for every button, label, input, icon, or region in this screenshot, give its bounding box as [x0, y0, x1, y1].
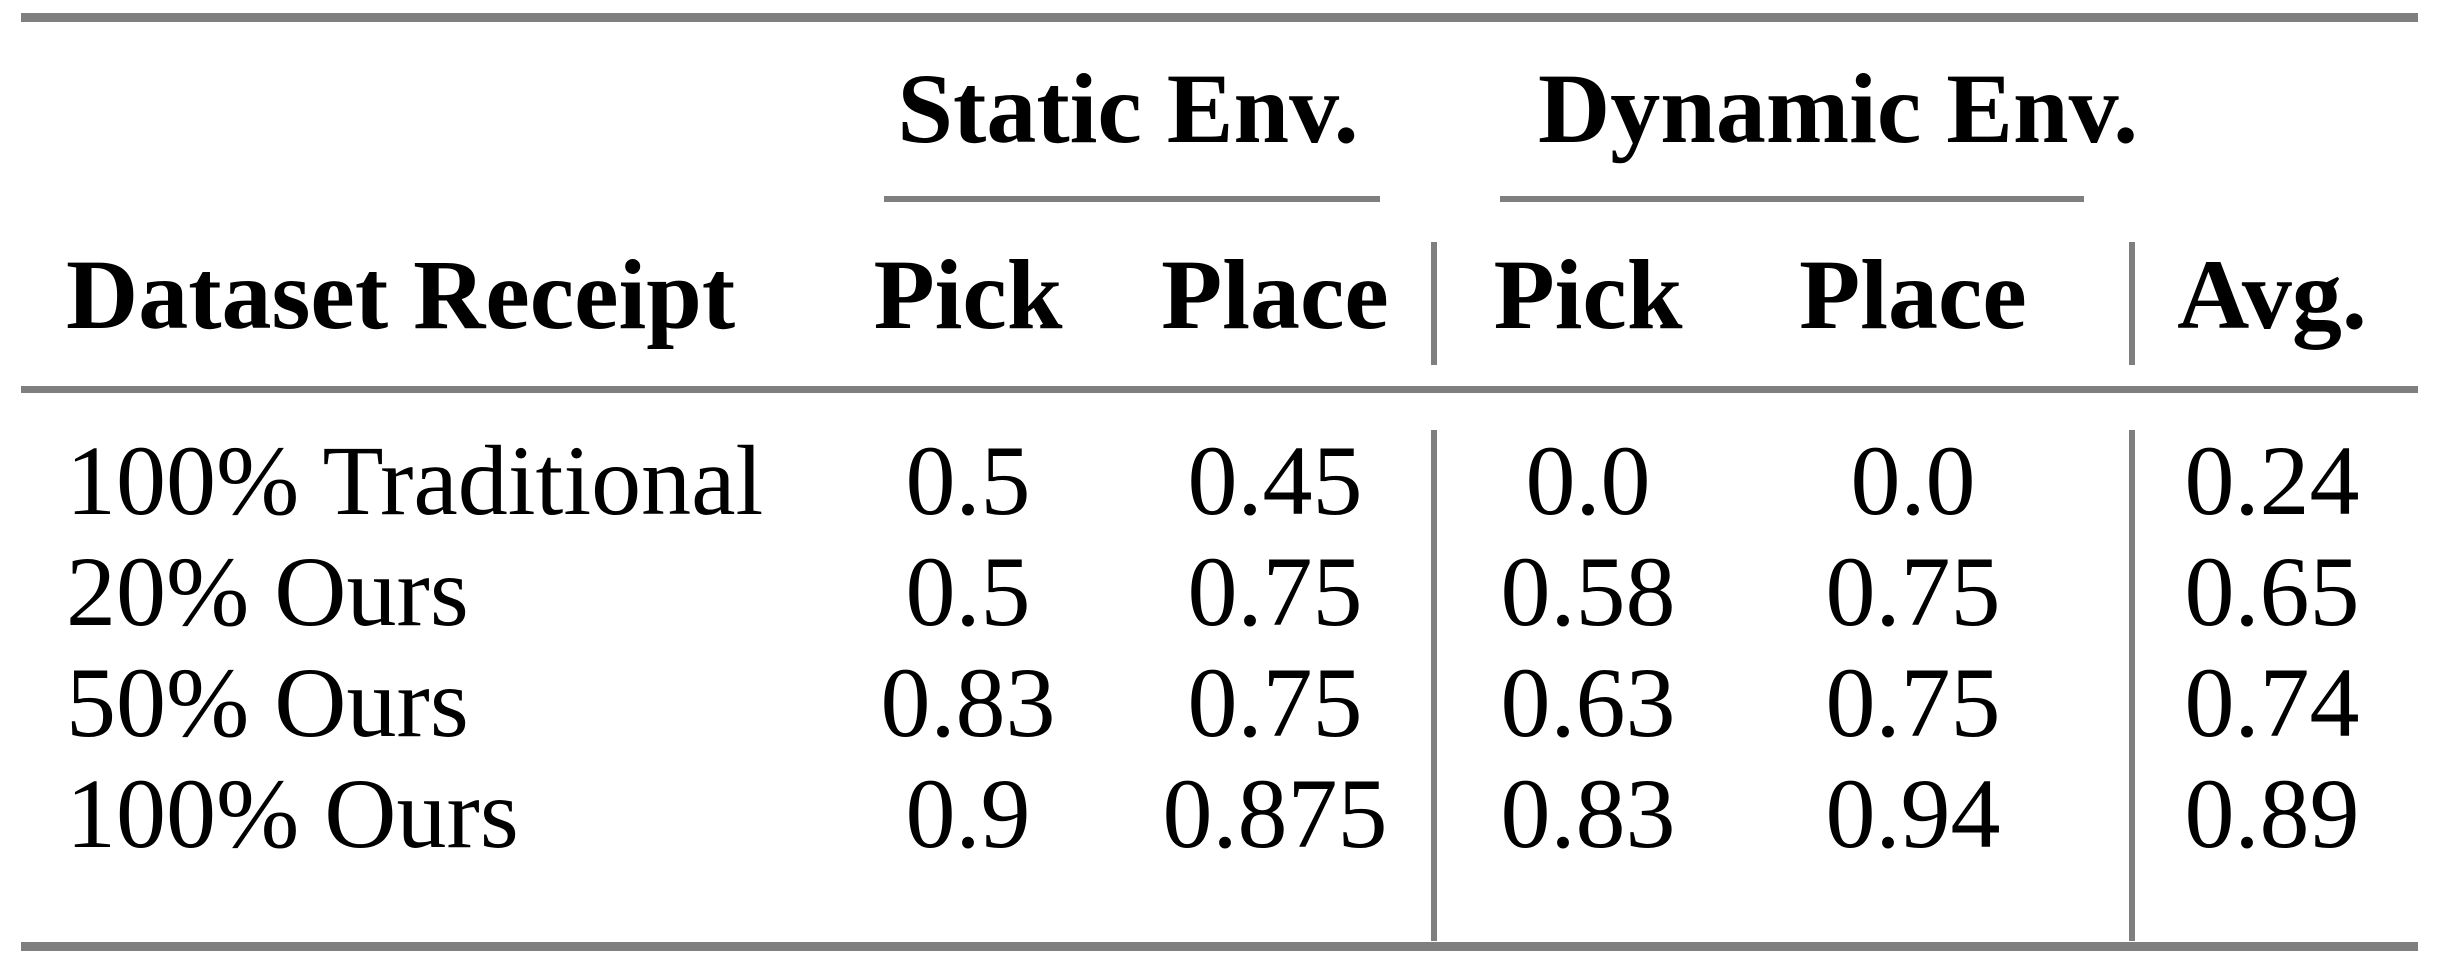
cell-avg: 0.24	[2184, 425, 2360, 536]
cell-static-place: 0.875	[1162, 758, 1388, 869]
vertical-rule-1-body	[1431, 430, 1437, 941]
static-env-underline-rule	[884, 196, 1380, 202]
cell-avg: 0.89	[2184, 758, 2360, 869]
cell-dynamic-pick: 0.83	[1500, 758, 1676, 869]
cell-dynamic-place: 0.75	[1825, 647, 2001, 758]
cell-dynamic-pick: 0.63	[1500, 647, 1676, 758]
cell-static-pick: 0.5	[905, 536, 1031, 647]
header-avg: Avg.	[2177, 239, 2367, 350]
cell-dynamic-pick: 0.0	[1525, 425, 1651, 536]
header-dataset-receipt: Dataset Receipt	[66, 239, 736, 350]
cell-static-pick: 0.83	[880, 647, 1056, 758]
header-dynamic-pick: Pick	[1493, 239, 1683, 350]
cell-static-place: 0.45	[1187, 425, 1363, 536]
row-label: 100% Ours	[66, 758, 519, 869]
cell-dynamic-place: 0.94	[1825, 758, 2001, 869]
cell-static-place: 0.75	[1187, 536, 1363, 647]
top-rule	[21, 13, 2418, 22]
vertical-rule-2-body	[2129, 430, 2135, 941]
row-label: 100% Traditional	[66, 425, 764, 536]
vertical-rule-2-header	[2129, 242, 2135, 365]
row-label: 20% Ours	[66, 536, 469, 647]
header-static-place: Place	[1161, 239, 1389, 350]
row-label: 50% Ours	[66, 647, 469, 758]
cell-dynamic-pick: 0.58	[1500, 536, 1676, 647]
bottom-rule	[21, 942, 2418, 951]
column-group-dynamic-env-label: Dynamic Env.	[1538, 53, 2139, 164]
cell-avg: 0.65	[2184, 536, 2360, 647]
header-dynamic-place: Place	[1799, 239, 2027, 350]
cell-dynamic-place: 0.0	[1850, 425, 1976, 536]
cell-static-pick: 0.9	[905, 758, 1031, 869]
header-static-pick: Pick	[873, 239, 1063, 350]
dynamic-env-underline-rule	[1500, 196, 2084, 202]
vertical-rule-1-header	[1431, 242, 1437, 365]
cell-static-pick: 0.5	[905, 425, 1031, 536]
cell-avg: 0.74	[2184, 647, 2360, 758]
cell-dynamic-place: 0.75	[1825, 536, 2001, 647]
cell-static-place: 0.75	[1187, 647, 1363, 758]
column-group-static-env-label: Static Env.	[897, 53, 1359, 164]
header-separator-rule	[21, 386, 2418, 393]
